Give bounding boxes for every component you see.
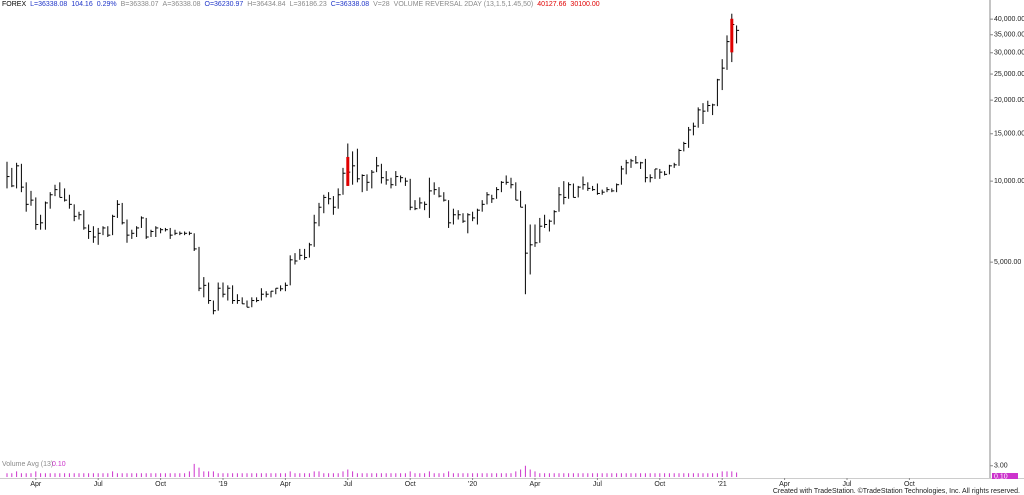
volume-tick-label: 3.00 (994, 463, 1008, 470)
header-field: A=36338.08 (162, 1, 201, 8)
x-tick-label: Jul (94, 481, 103, 488)
x-tick-label: '21 (718, 481, 727, 488)
x-tick-label: Jul (593, 481, 602, 488)
footer: Created with TradeStation. ©TradeStation… (773, 487, 1020, 495)
x-tick-label: '20 (468, 481, 477, 488)
x-tick-label: Jul (843, 481, 852, 488)
y-tick-label: 25,000.00 (994, 71, 1024, 78)
volume-value: 0.10 (52, 461, 66, 468)
header-field: L=36338.08 (30, 1, 68, 8)
x-tick-label: Apr (30, 481, 42, 488)
header-field: O=36230.97 (204, 1, 244, 8)
header-field: VOLUME REVERSAL 2DAY (13,1.5,1.45,50) (393, 1, 534, 8)
header-field: C=36338.08 (330, 1, 370, 8)
header-field: V=28 (373, 1, 390, 8)
volume-value-marker: 0.10 (994, 473, 1008, 480)
header-field: L=36186.23 (289, 1, 327, 8)
header-field: 104.16 (71, 1, 93, 8)
x-tick-label: Apr (530, 481, 542, 488)
volume-value-box (992, 473, 1018, 479)
y-tick-label: 5,000.00 (994, 259, 1021, 266)
header-field: H=36434.84 (247, 1, 286, 8)
y-tick-label: 35,000.00 (994, 32, 1024, 39)
x-tick-label: Oct (155, 481, 166, 488)
y-tick-label: 30,000.00 (994, 50, 1024, 57)
y-tick-label: 10,000.00 (994, 178, 1024, 185)
y-tick-label: 40,000.00 (994, 16, 1024, 23)
x-tick-label: '19 (218, 481, 227, 488)
x-tick-label: Apr (280, 481, 292, 488)
header-field: B=36338.07 (120, 1, 159, 8)
header-field: 0.29% (96, 1, 117, 8)
y-tick-label: 15,000.00 (994, 131, 1024, 138)
x-tick-label: Apr (779, 481, 791, 488)
y-tick-label: 20,000.00 (994, 97, 1024, 104)
header-field: 30100.00 (570, 1, 600, 8)
x-tick-label: Oct (405, 481, 416, 488)
header-field: FOREX (2, 1, 27, 8)
volume-label: Volume Avg (13) (2, 461, 53, 468)
x-tick-label: Oct (654, 481, 665, 488)
header: FOREX L=36338.08 104.16 0.29% B=36338.07 A=36… (2, 0, 604, 10)
x-tick-label: Oct (904, 481, 915, 488)
x-tick-label: Jul (343, 481, 352, 488)
header-field: 40127.66 (537, 1, 567, 8)
